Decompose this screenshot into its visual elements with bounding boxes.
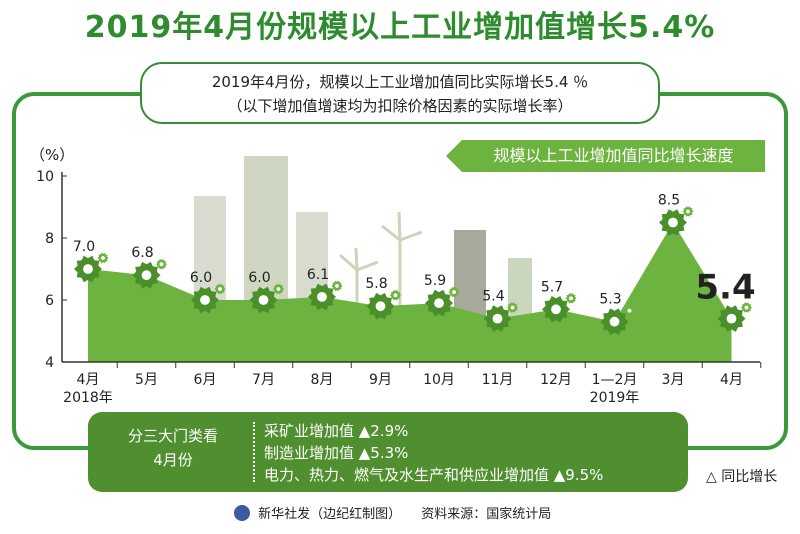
small-gear-icon bbox=[448, 286, 460, 298]
data-point-gear-icon bbox=[659, 209, 687, 236]
category-item-utilities: 电力、热力、燃气及水生产和供应业增加值 ▲9.5% bbox=[264, 466, 604, 484]
x-tick-label: 1—2月 bbox=[592, 372, 638, 388]
data-label: 5.3 bbox=[599, 292, 621, 308]
data-label: 8.5 bbox=[658, 193, 680, 209]
data-point-gear-icon bbox=[366, 292, 395, 320]
small-gear-icon bbox=[273, 283, 284, 295]
x-tick-label: 5月 bbox=[135, 372, 158, 388]
small-gear-icon bbox=[741, 302, 752, 313]
data-label: 5.9 bbox=[424, 273, 446, 289]
x-tick-label: 6月 bbox=[194, 372, 217, 388]
data-label: 6.1 bbox=[307, 267, 329, 283]
footer-agency: 新华社发（边纪红制图） bbox=[258, 507, 402, 522]
data-label: 6.0 bbox=[248, 270, 270, 286]
subtitle-line-1: 2019年4月份，规模以上工业增加值同比实际增长5.4 ％ bbox=[211, 73, 589, 91]
category-item-manufacturing: 制造业增加值 ▲5.3% bbox=[264, 444, 409, 462]
footer: 新华社发（边纪红制图） 资料来源：国家统计局 bbox=[234, 503, 551, 522]
category-box: 分三大门类看 4月份 采矿业增加值 ▲2.9% 制造业增加值 ▲5.3% 电力、… bbox=[88, 412, 688, 492]
data-label: 6.8 bbox=[131, 245, 153, 261]
area-layer bbox=[88, 222, 732, 362]
footer-source: 资料来源：国家统计局 bbox=[421, 507, 552, 522]
subtitle-box: 2019年4月份，规模以上工业增加值同比实际增长5.4 ％ （以下增加值增速均为… bbox=[140, 62, 660, 124]
category-divider bbox=[253, 422, 255, 482]
category-list: 采矿业增加值 ▲2.9% 制造业增加值 ▲5.3% 电力、热力、燃气及水生产和供… bbox=[264, 420, 603, 486]
small-gear-icon bbox=[214, 283, 226, 295]
category-heading: 分三大门类看 4月份 bbox=[98, 424, 248, 472]
x-year-label-2018: 2018年 bbox=[63, 390, 113, 406]
data-point-gear-icon bbox=[308, 283, 336, 311]
x-year-label-2019: 2019年 bbox=[590, 390, 640, 406]
small-gear-icon bbox=[507, 302, 518, 313]
small-gear-icon bbox=[565, 293, 577, 304]
x-tick-label: 9月 bbox=[369, 372, 392, 388]
legend-tag: 规模以上工业增加值同比增长速度 bbox=[446, 140, 765, 172]
category-item-mining: 采矿业增加值 ▲2.9% bbox=[264, 422, 409, 440]
data-point-gear-icon bbox=[132, 261, 161, 289]
legend-note: △ 同比增长 bbox=[706, 469, 778, 485]
small-gear-icon bbox=[624, 305, 635, 316]
x-tick-label: 12月 bbox=[540, 372, 572, 388]
data-point-gear-icon bbox=[191, 286, 219, 314]
y-tick-label: 4 bbox=[45, 355, 54, 371]
data-label: 5.7 bbox=[541, 279, 563, 295]
data-point-gear-icon bbox=[483, 305, 512, 332]
x-tick-label: 11月 bbox=[482, 372, 514, 388]
x-tick-label: 10月 bbox=[423, 372, 455, 388]
data-point-gear-icon bbox=[600, 308, 629, 335]
y-axis-unit: （%） bbox=[30, 146, 74, 164]
data-point-gear-icon bbox=[425, 289, 453, 317]
x-tick-label: 7月 bbox=[252, 372, 275, 388]
data-point-gear-icon bbox=[74, 255, 102, 283]
data-label: 5.4 bbox=[695, 268, 755, 308]
category-heading-line-1: 分三大门类看 bbox=[127, 427, 218, 445]
y-tick-label: 8 bbox=[45, 231, 54, 247]
y-tick-label: 6 bbox=[45, 293, 54, 309]
small-gear-icon bbox=[682, 206, 694, 217]
data-point-gear-icon bbox=[249, 286, 278, 314]
xinhua-logo-icon bbox=[234, 505, 250, 521]
x-tick-label: 8月 bbox=[311, 372, 334, 388]
label-layer: 7.0 6.8 6.0 6.0 6.1 5.8 5.9 5.4 5.7 5.3 8.5 5.4 bbox=[73, 193, 756, 308]
data-label: 7.0 bbox=[73, 239, 95, 255]
x-tick-label: 4月 bbox=[720, 372, 743, 388]
small-gear-icon bbox=[97, 252, 109, 264]
small-gear-icon bbox=[390, 290, 401, 301]
subtitle-line-2: （以下增加值增速均为扣除价格因素的实际增长率） bbox=[227, 97, 573, 115]
y-tick-label: 10 bbox=[36, 169, 54, 185]
category-heading-line-2: 4月份 bbox=[153, 451, 193, 469]
data-point-gear-icon bbox=[717, 305, 746, 332]
data-label: 5.4 bbox=[482, 289, 504, 305]
data-label: 6.0 bbox=[190, 270, 212, 286]
x-tick-label: 4月 bbox=[77, 372, 100, 388]
data-label: 5.8 bbox=[365, 276, 387, 292]
small-gear-icon bbox=[331, 280, 343, 292]
page-title: 2019年4月份规模以上工业增加值增长5.4% bbox=[84, 10, 716, 45]
data-point-gear-icon bbox=[542, 296, 570, 323]
small-gear-icon bbox=[156, 259, 167, 270]
y-axis: （%） 4 6 8 10 bbox=[30, 146, 74, 371]
area-series-industrial bbox=[88, 222, 732, 362]
x-axis: 4月 5月 6月 7月 8月 9月 10月 11月 12月 1—2月 3月 4月 2018年 2019年 bbox=[62, 361, 762, 406]
x-tick-label: 3月 bbox=[662, 372, 685, 388]
gear-layer bbox=[74, 206, 752, 335]
